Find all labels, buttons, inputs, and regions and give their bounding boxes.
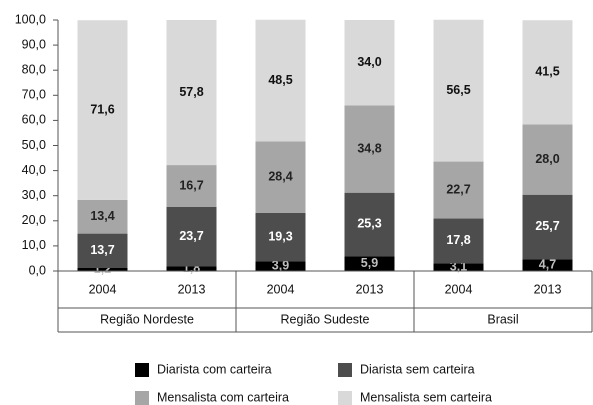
value-label: 25,7 bbox=[535, 219, 559, 233]
x-tick-label: 2004 bbox=[445, 282, 473, 296]
legend-label: Diarista sem carteira bbox=[360, 362, 475, 376]
group-label: Região Sudeste bbox=[281, 312, 370, 326]
y-tick-label: 0,0 bbox=[29, 263, 46, 277]
value-label: 17,8 bbox=[446, 233, 470, 247]
value-label: 57,8 bbox=[179, 85, 203, 99]
legend-label: Mensalista com carteira bbox=[157, 390, 289, 404]
value-label: 5,9 bbox=[361, 256, 378, 270]
x-tick-label: 2004 bbox=[267, 282, 295, 296]
bar-segment bbox=[433, 218, 484, 264]
bar-segment bbox=[255, 212, 306, 262]
legend-swatch bbox=[135, 363, 149, 377]
bar-segment bbox=[166, 206, 217, 267]
legend-swatch bbox=[338, 391, 352, 405]
bar-segment bbox=[344, 20, 395, 106]
bar-segment bbox=[433, 161, 484, 219]
bar-segment bbox=[255, 141, 306, 213]
value-label: 3,9 bbox=[272, 258, 289, 272]
y-tick-label: 80,0 bbox=[22, 62, 46, 76]
value-label: 56,5 bbox=[446, 83, 470, 97]
value-label: 13,7 bbox=[90, 243, 114, 257]
group-label: Região Nordeste bbox=[100, 312, 194, 326]
x-tick-label: 2013 bbox=[534, 282, 562, 296]
value-label: 23,7 bbox=[179, 229, 203, 243]
bar-segment bbox=[77, 267, 128, 271]
x-tick-label: 2013 bbox=[356, 282, 384, 296]
value-label: 4,7 bbox=[539, 257, 556, 271]
x-tick-label: 2013 bbox=[178, 282, 206, 296]
legend-swatch bbox=[135, 391, 149, 405]
bar-segment bbox=[166, 165, 217, 207]
bar-segment bbox=[255, 19, 306, 142]
y-tick-label: 20,0 bbox=[22, 213, 46, 227]
bar-segment bbox=[166, 266, 217, 271]
value-label: 25,3 bbox=[357, 217, 381, 231]
bar-segment bbox=[77, 199, 128, 234]
bar-segment bbox=[255, 261, 306, 271]
value-label: 34,8 bbox=[357, 141, 381, 155]
y-tick-label: 90,0 bbox=[22, 37, 46, 51]
value-label: 48,5 bbox=[268, 73, 292, 87]
x-tick-label: 2004 bbox=[89, 282, 117, 296]
value-label: 41,5 bbox=[535, 65, 559, 79]
legend-swatch bbox=[338, 363, 352, 377]
legend-label: Diarista com carteira bbox=[157, 362, 272, 376]
y-tick-label: 70,0 bbox=[22, 88, 46, 102]
y-tick-label: 30,0 bbox=[22, 188, 46, 202]
value-label: 34,0 bbox=[357, 55, 381, 69]
bar-segment bbox=[522, 124, 573, 195]
value-label: 19,3 bbox=[268, 229, 292, 243]
value-label: 71,6 bbox=[90, 102, 114, 116]
y-tick-label: 40,0 bbox=[22, 163, 46, 177]
bar-segment bbox=[433, 19, 484, 162]
y-tick-label: 50,0 bbox=[22, 138, 46, 152]
value-label: 28,4 bbox=[268, 169, 292, 183]
group-label: Brasil bbox=[487, 312, 518, 326]
value-label: 22,7 bbox=[446, 182, 470, 196]
bar-segment bbox=[344, 256, 395, 271]
bar-segment bbox=[433, 263, 484, 271]
bar-segment bbox=[344, 105, 395, 193]
value-label: 28,0 bbox=[535, 152, 559, 166]
y-tick-label: 10,0 bbox=[22, 238, 46, 252]
bar-segment bbox=[77, 233, 128, 268]
bar-segment bbox=[522, 194, 573, 260]
bar-segment bbox=[166, 20, 217, 166]
y-tick-label: 60,0 bbox=[22, 113, 46, 127]
legend-label: Mensalista sem carteira bbox=[360, 390, 492, 404]
bar-segment bbox=[344, 192, 395, 257]
bar-segment bbox=[77, 20, 128, 200]
bar-segment bbox=[522, 20, 573, 125]
y-tick-label: 100,0 bbox=[15, 12, 46, 26]
value-label: 16,7 bbox=[179, 178, 203, 192]
value-label: 13,4 bbox=[90, 209, 114, 223]
bar-segment bbox=[522, 259, 573, 271]
